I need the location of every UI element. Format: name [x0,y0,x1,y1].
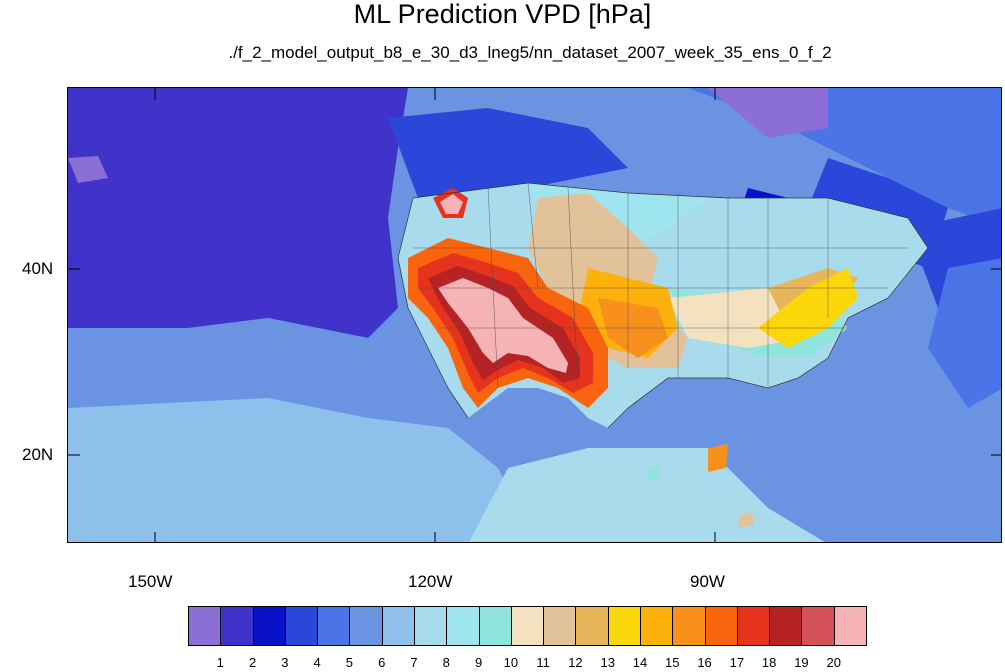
colorbar-label: 6 [378,655,386,670]
map-ticks [68,88,1001,542]
colorbar-label: 15 [665,655,680,670]
colorbar-swatch [769,606,803,646]
colorbar-label: 12 [568,655,583,670]
lon-label-150w: 150W [128,572,173,591]
colorbar-swatch [510,606,545,646]
colorbar-swatch [284,606,319,646]
colorbar-label: 4 [313,655,321,670]
colorbar-swatch [414,606,448,646]
colorbar-swatch [446,606,480,646]
colorbar-label: 9 [474,655,483,670]
colorbar-swatch [252,606,286,646]
colorbar-label: 10 [503,655,519,670]
colorbar-swatch [575,606,609,646]
colorbar-swatch [801,606,835,646]
colorbar-label: 3 [281,655,289,670]
lon-label-90w: 90W [690,572,725,591]
lat-label-40n: 40N [22,259,54,278]
map-subtitle: ./f_2_model_output_b8_e_30_d3_lneg5/nn_d… [228,43,832,62]
colorbar-swatch [736,606,771,646]
colorbar-swatch [640,606,674,646]
colorbar-label: 19 [794,655,809,670]
colorbar-swatch [317,606,351,646]
colorbar-label: 2 [248,655,257,670]
colorbar-label: 18 [761,655,777,670]
colorbar-label: 5 [345,655,354,670]
colorbar-label: 20 [826,655,841,670]
vpd-map [67,87,1002,543]
colorbar-label: 1 [216,655,224,670]
colorbar-swatch [349,606,383,646]
lat-label-20n: 20N [22,445,54,464]
colorbar-swatch [220,606,254,646]
colorbar-swatch [543,606,577,646]
colorbar-label: 17 [729,655,745,670]
map-title: ML Prediction VPD [hPa] [353,0,652,29]
colorbar-label: 16 [697,655,712,670]
vpd-field [68,88,1001,542]
colorbar-swatch [381,606,415,646]
colorbar-label: 8 [442,655,450,670]
colorbar-swatch [704,606,738,646]
colorbar-label: 11 [536,655,550,670]
colorbar-swatch [607,606,641,646]
colorbar-label: 13 [600,655,615,670]
colorbar-label: 14 [632,655,648,670]
colorbar-swatch [478,606,512,646]
colorbar-label: 7 [410,655,418,670]
colorbar-swatch [188,606,222,646]
colorbar-swatch [833,606,867,646]
colorbar-swatch [672,606,706,646]
lon-label-120w: 120W [408,572,453,591]
